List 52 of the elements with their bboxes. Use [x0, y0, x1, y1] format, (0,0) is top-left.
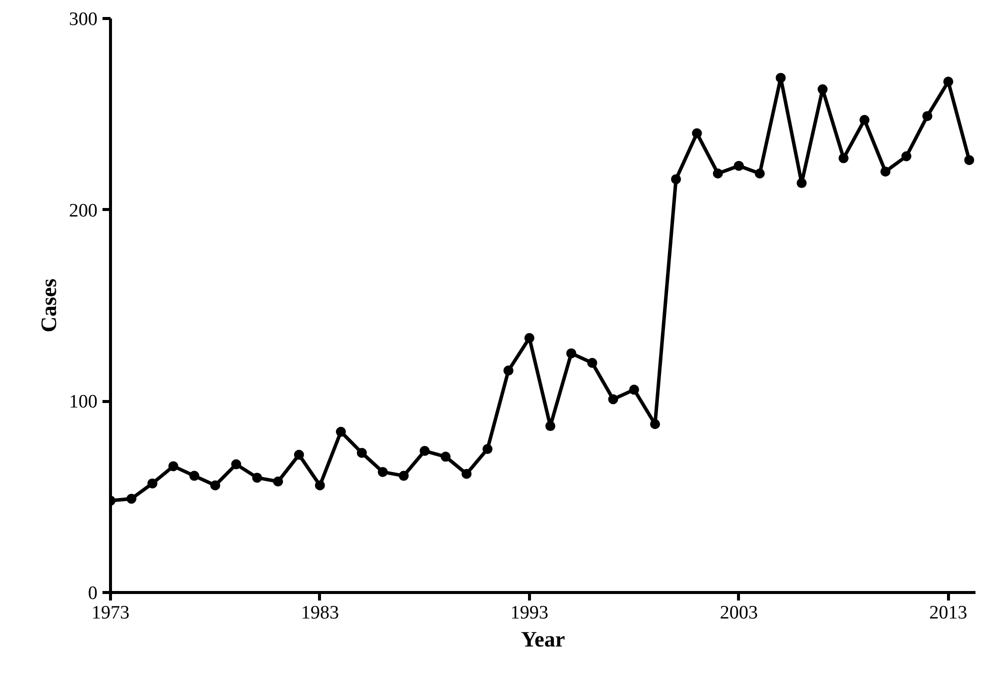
point [566, 348, 576, 358]
point [440, 452, 451, 462]
x-tick-label: 1993 [510, 602, 548, 624]
point [168, 461, 178, 472]
point [545, 421, 556, 432]
point [901, 151, 912, 162]
point [189, 470, 200, 481]
point [314, 480, 325, 490]
point [776, 72, 786, 83]
x-tick-label: 1983 [300, 602, 339, 624]
x-tick-label: 1973 [92, 602, 130, 624]
point [712, 168, 723, 178]
point [252, 472, 262, 483]
point [608, 394, 618, 404]
point [650, 419, 660, 430]
point [378, 466, 388, 477]
point [754, 168, 765, 178]
point [462, 468, 472, 479]
point [943, 76, 954, 87]
point [336, 426, 346, 437]
point [880, 166, 890, 177]
point [629, 384, 640, 395]
point [147, 478, 158, 488]
point [482, 444, 492, 454]
point [273, 476, 284, 487]
point [859, 114, 870, 125]
point [818, 84, 828, 94]
point [796, 178, 807, 188]
point [734, 160, 744, 171]
point [692, 128, 702, 138]
y-tick-label: 0 [88, 583, 98, 604]
y-tick-label: 200 [69, 200, 98, 222]
y-axis-title: Cases [36, 278, 61, 332]
point [964, 155, 974, 166]
point [670, 174, 681, 184]
point [356, 448, 367, 458]
x-tick-label: 2013 [929, 602, 968, 624]
point [922, 111, 932, 122]
y-tick-label: 300 [69, 9, 98, 30]
point [231, 459, 242, 470]
x-axis-title: Year [521, 626, 566, 652]
point [126, 494, 136, 504]
point [398, 470, 409, 481]
y-tick-label: 100 [69, 392, 98, 413]
point [503, 366, 514, 376]
point [294, 450, 304, 460]
point [524, 333, 534, 344]
point [420, 446, 430, 456]
point [587, 358, 598, 368]
point [838, 153, 849, 164]
point [210, 480, 220, 490]
x-tick-label: 2003 [720, 602, 758, 624]
